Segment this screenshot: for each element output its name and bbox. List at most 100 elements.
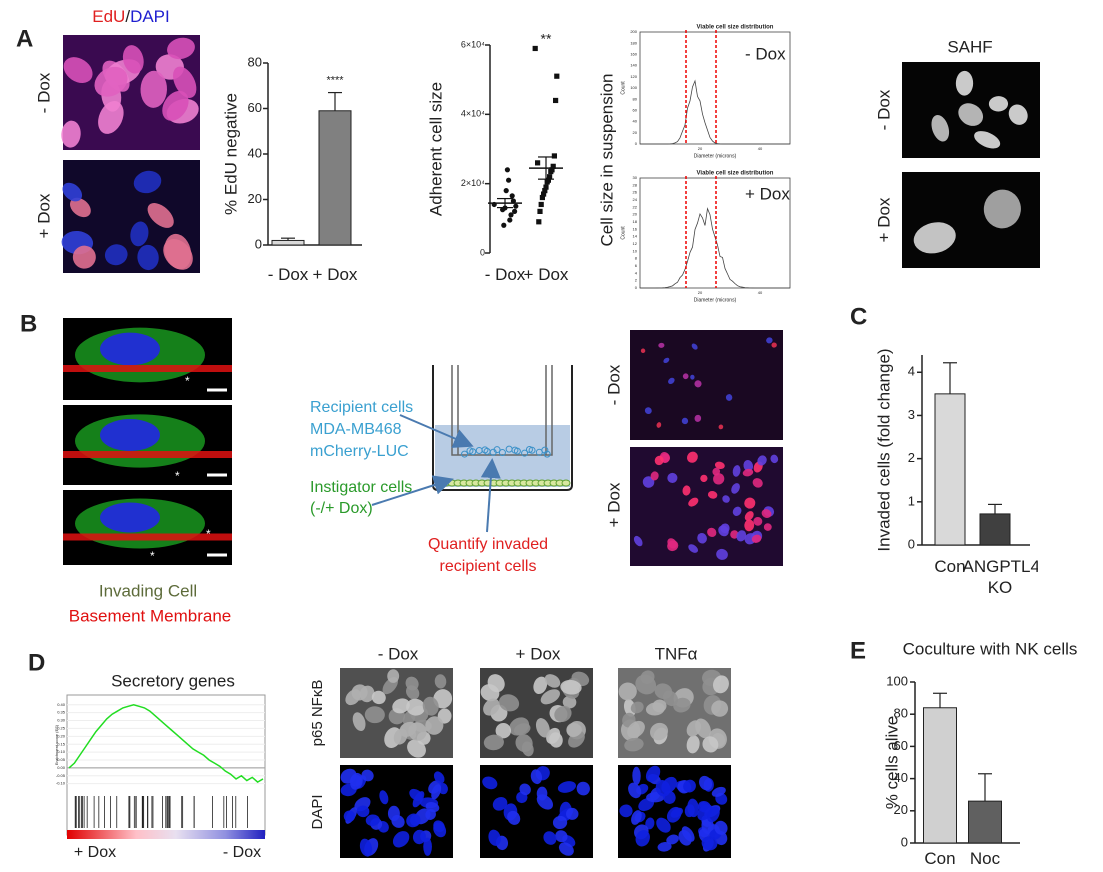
nucleus [408,722,427,741]
nucleus [688,497,699,507]
nucleus [736,530,747,542]
nucleus [730,530,739,539]
arrow [371,475,454,506]
y-tick-label: -0.05 [56,773,66,778]
column-label: TNFα [655,644,698,663]
nucleus [983,189,1021,229]
nucleus [164,233,192,270]
panel-letter: E [850,637,866,664]
axis-label: Adherent cell size [426,82,445,216]
point [504,167,510,173]
cell [541,446,549,454]
hist-label: + Dox [745,184,790,203]
y-tick-label: 20 [894,802,908,817]
panel-letter: B [20,310,37,337]
nucleus [554,705,572,723]
y-tick-label: 0.30 [57,718,66,723]
hist-ytick: 20 [633,130,638,135]
nucleus [686,720,702,737]
y-tick-label: 0 [480,247,485,257]
axis-label: % cells alive [882,716,901,810]
hist-ylabel: Count [620,226,626,240]
nucleus [555,830,568,843]
x-tick-label: Noc [969,849,1001,868]
bar [318,110,352,246]
panel-letter: C [850,303,867,330]
nucleus [632,766,641,785]
nucleus [364,706,385,724]
y-tick-label: 0.10 [57,749,66,754]
nucleus [766,337,773,344]
nucleus [63,57,93,84]
nucleus [630,701,644,714]
micrographs: * * * * [61,35,1040,858]
asterisk: * [175,469,180,483]
nucleus [423,837,432,856]
nucleus [433,822,447,838]
panel-letter: A [16,25,33,52]
axis-label: % EdU negative [221,93,240,215]
nucleus [488,829,501,846]
point [539,194,545,201]
recipient-cells [461,445,551,458]
nucleus [1008,104,1028,125]
legend-text: Basement Membrane [69,606,232,625]
nucleus [718,424,724,430]
nucleus [519,783,531,796]
nucleus [558,842,574,856]
nucleus [752,478,763,488]
y-tick-label: 0.35 [57,710,66,715]
nucleus [650,471,659,481]
membrane [63,365,232,372]
nucleus [515,734,533,753]
y-tick-label: 0 [908,536,915,551]
nucleus [133,170,162,194]
x-tick-label: Con [924,849,956,868]
nucleus [725,394,733,401]
y-tick-label: 0.25 [57,725,66,730]
x-tick-label-box: Con [934,557,965,576]
nucleus [670,807,683,818]
nucleus [744,511,754,521]
nucleus [509,717,530,736]
point [544,179,550,185]
hist-ytick: 100 [630,85,637,90]
significance: **** [326,74,344,86]
bar [923,707,957,844]
diagram-text: Recipient cells [310,399,413,416]
nucleus [649,722,669,741]
nucleus [687,798,699,818]
x-tick-label-box: + Dox [313,265,358,284]
nucleus [688,544,699,553]
nucleus [640,670,655,684]
nucleus [654,455,664,466]
nucleus [359,838,373,857]
nucleus [540,689,560,705]
arrow [399,414,474,448]
hist-ytick: 12 [633,241,638,246]
y-tick-label: -0.10 [56,781,66,786]
row-label: + Dox [874,197,893,242]
hist-ytick: 16 [633,226,638,231]
legend-text: Invading Cell [99,581,197,600]
nucleus [434,674,447,689]
hist-ytick: 8 [635,256,638,261]
nucleus [361,769,374,782]
row-label: - Dox [874,89,893,130]
cell [528,446,536,454]
nucleus [562,695,577,709]
axis-label: Enrichment score (ES) [54,724,59,765]
row-label: + Dox [34,193,53,238]
nucleus [631,810,642,825]
nucleus [544,674,561,688]
nucleus [690,374,695,380]
nucleus [700,474,708,482]
nucleus [70,197,91,218]
nucleus [167,37,195,60]
nucleus [699,775,713,791]
x-tick-label: ANGPTL4 KO [962,557,1038,597]
nucleus [694,380,702,388]
x-tick-label: - Dox [484,265,526,284]
arrow [480,458,501,533]
